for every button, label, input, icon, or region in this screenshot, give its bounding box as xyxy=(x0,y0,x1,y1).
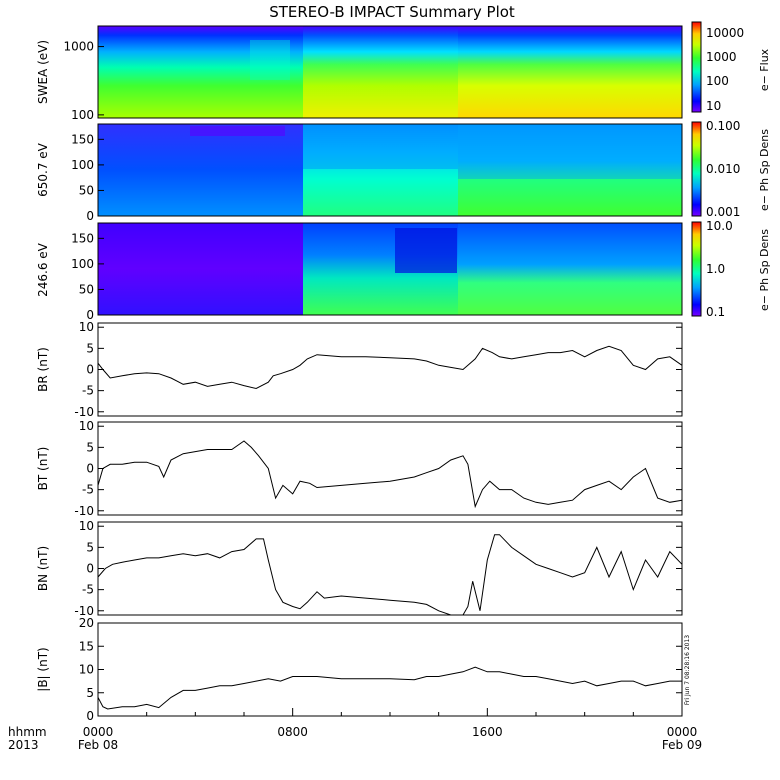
spectrogram-ytick-label: 50 xyxy=(79,183,94,197)
colorbar-650eV-label: e− Ph Sp Dens xyxy=(758,129,771,211)
colorbar-tick-label: 10 xyxy=(706,99,721,113)
line-panel-ytick-label: 10 xyxy=(79,419,94,433)
line-panel-ytick-label: 0 xyxy=(86,462,94,476)
spectrogram-650eV: 150 100 50 0 650.7 eV 0.100 0.010 0.001 e− Ph… xyxy=(36,119,771,223)
line-panel-ytick-label: 0 xyxy=(86,709,94,723)
spectrogram-246eV: 150 100 50 0 246.6 eV 10.0 1.0 0.1 e− Ph Sp D… xyxy=(36,219,771,322)
line-series xyxy=(97,345,683,390)
spectrogram-ytick-label: 100 xyxy=(71,257,94,271)
line-panel-ytick-label: 10 xyxy=(79,320,94,334)
x-row-label-top: hhmm xyxy=(8,725,47,739)
x-tick-date: Feb 09 xyxy=(662,738,702,752)
line-panel-ytick-label: 5 xyxy=(86,440,94,454)
colorbar-tick-label: 1000 xyxy=(706,50,737,64)
line-panel-frame xyxy=(97,322,683,417)
colorbar-650eV xyxy=(691,121,702,217)
line-panel-1: 10 5 0 -5 -10 BT (nT) xyxy=(36,419,683,518)
line-panel-ytick-label: 20 xyxy=(79,616,94,630)
line-panel-ytick-label: 5 xyxy=(86,341,94,355)
x-tick-label: 0800 xyxy=(277,725,308,739)
magnetic-field-panels: 10 5 0 -5 -10 BR (nT) 10 5 0 -5 -10 BT (nT) 10 5 0 -5 -1… xyxy=(36,320,683,723)
x-row-label-bottom: 2013 xyxy=(8,738,39,752)
line-panel-ytick-label: -10 xyxy=(74,405,94,419)
colorbar-swea xyxy=(691,21,702,113)
line-panel-ytick-label: 5 xyxy=(86,540,94,554)
spectrogram-650eV-ylabel: 650.7 eV xyxy=(36,142,50,197)
colorbar-246eV xyxy=(691,221,702,317)
line-panel-ylabel: BN (nT) xyxy=(36,546,50,591)
line-panel-2: 10 5 0 -5 -10 BN (nT) xyxy=(36,519,683,618)
spectrogram-ytick-label: 50 xyxy=(79,282,94,296)
colorbar-tick-label: 0.100 xyxy=(706,119,740,133)
line-panel-ytick-label: -5 xyxy=(82,384,94,398)
run-timestamp: Fri Jun 7 08:28:16 2013 xyxy=(684,635,691,705)
spectrogram-ytick-label: 0 xyxy=(86,209,94,223)
line-series xyxy=(97,534,683,616)
line-panel-ytick-label: 10 xyxy=(79,519,94,533)
line-panel-ytick-label: 10 xyxy=(79,663,94,677)
colorbar-tick-label: 10000 xyxy=(706,26,744,40)
line-series xyxy=(97,440,683,509)
colorbar-tick-label: 10.0 xyxy=(706,219,733,233)
line-panel-ytick-label: -10 xyxy=(74,504,94,518)
line-panel-ylabel: |B| (nT) xyxy=(36,647,50,691)
line-panel-ytick-label: 0 xyxy=(86,363,94,377)
spectrogram-ytick-label: 100 xyxy=(71,108,94,122)
colorbar-246eV-label: e− Ph Sp Dens xyxy=(758,229,771,311)
spectrogram-ytick-label: 150 xyxy=(71,132,94,146)
colorbar-tick-label: 0.1 xyxy=(706,305,725,319)
line-panel-ytick-label: 0 xyxy=(86,562,94,576)
plot-title: STEREO-B IMPACT Summary Plot xyxy=(269,3,515,21)
line-panel-ytick-label: -5 xyxy=(82,583,94,597)
line-panel-ylabel: BT (nT) xyxy=(36,447,50,491)
colorbar-tick-label: 1.0 xyxy=(706,262,725,276)
colorbar-tick-label: 100 xyxy=(706,74,729,88)
line-panel-ytick-label: -5 xyxy=(82,483,94,497)
line-panel-frame xyxy=(97,622,683,717)
spectrogram-ytick-label: 100 xyxy=(71,158,94,172)
colorbar-tick-label: 0.001 xyxy=(706,205,740,219)
x-tick-label: 0000 xyxy=(667,725,698,739)
spectrogram-ytick-label: 1000 xyxy=(63,40,94,54)
colorbar-swea-label: e− Flux xyxy=(758,48,771,91)
spectrogram-246eV-ylabel: 246.6 eV xyxy=(36,242,50,297)
line-panel-3: 20 15 10 5 0 |B| (nT) xyxy=(36,616,683,723)
line-panel-ytick-label: 15 xyxy=(79,639,94,653)
spectrogram-swea: 1000 100 SWEA (eV) 10000 1000 100 10 e− Flux xyxy=(36,21,771,122)
line-panel-0: 10 5 0 -5 -10 BR (nT) xyxy=(36,320,683,419)
colorbar-tick-label: 0.010 xyxy=(706,162,740,176)
line-panel-frame xyxy=(97,421,683,516)
spectrogram-swea-ylabel: SWEA (eV) xyxy=(36,40,50,104)
line-panel-ylabel: BR (nT) xyxy=(36,347,50,392)
line-series xyxy=(97,666,682,710)
spectrogram-ytick-label: 150 xyxy=(71,231,94,245)
line-panel-ytick-label: 5 xyxy=(86,686,94,700)
x-tick-date: Feb 08 xyxy=(78,738,118,752)
x-tick-label: 1600 xyxy=(472,725,503,739)
spectrogram-ytick-label: 0 xyxy=(86,308,94,322)
x-tick-label: 0000 xyxy=(83,725,114,739)
line-panel-ytick-label: -10 xyxy=(74,604,94,618)
line-panel-frame xyxy=(97,521,683,616)
